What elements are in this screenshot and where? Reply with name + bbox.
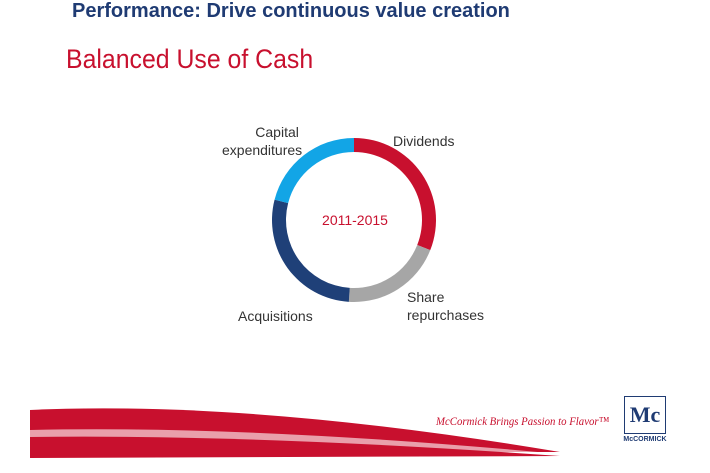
label-line: repurchases [407, 307, 485, 323]
slide-subtitle: Balanced Use of Cash [66, 44, 314, 74]
label-acquisitions: Acquisitions [238, 307, 313, 325]
label-dividends: Dividends [393, 132, 454, 150]
donut-slice-acquisitions [272, 199, 350, 302]
center-label: 2011-2015 [322, 212, 388, 228]
label-line: expenditures [222, 142, 303, 158]
footer-tagline: McCormick Brings Passion to Flavor™ [436, 414, 610, 428]
donut-slice-capital-expenditures [274, 138, 354, 204]
mccormick-logo: Mc [624, 396, 666, 434]
label-line: Acquisitions [238, 308, 313, 324]
header-title: Performance: Drive continuous value crea… [72, 0, 510, 22]
donut-slice-dividends [354, 138, 436, 251]
label-line: Dividends [393, 133, 455, 149]
label-line: Capital [255, 124, 299, 140]
donut-slice-share-repurchases [348, 245, 431, 302]
label-share-repurchases: Share repurchases [407, 288, 484, 324]
label-line: Share [407, 289, 445, 305]
label-capital-expenditures: Capital expenditures [222, 123, 302, 159]
logo-text: McCORMICK [623, 436, 667, 443]
